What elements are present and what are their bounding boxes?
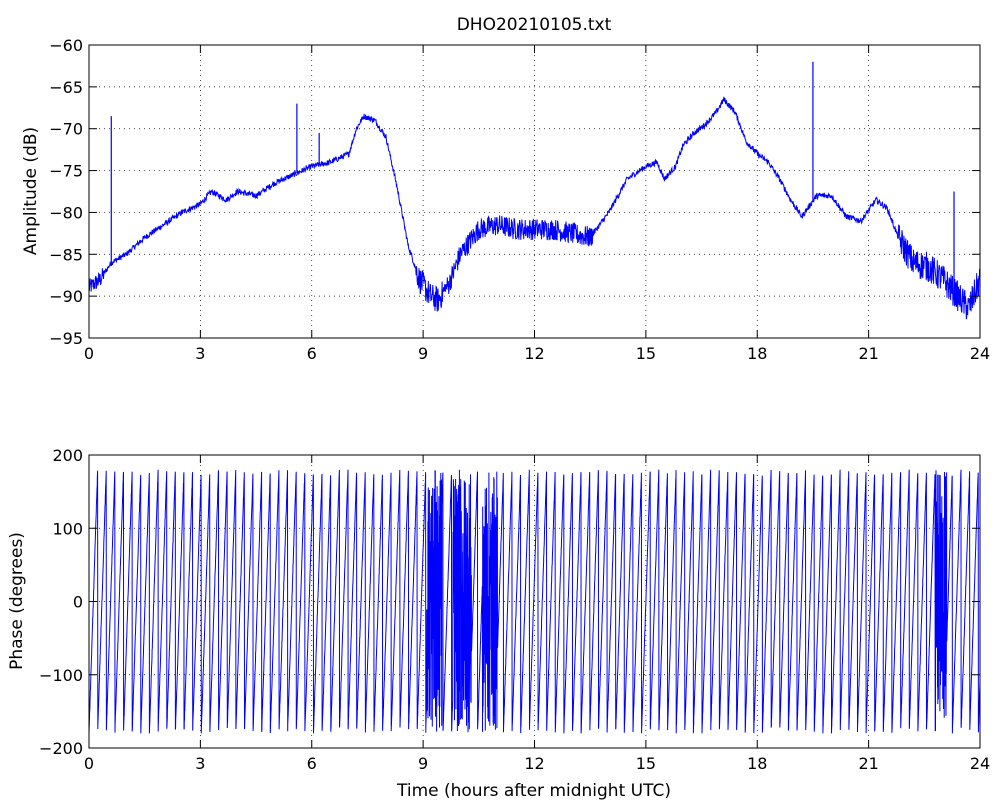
x-tick-label: 15 (636, 754, 656, 773)
y-tick-label: −95 (49, 329, 83, 348)
amplitude-plot-area (89, 45, 980, 338)
x-tick-label: 9 (418, 344, 428, 363)
y-tick-label: −60 (49, 36, 83, 55)
phase-ylabel: Phase (degrees) (7, 532, 27, 670)
phase-xlabel: Time (hours after midnight UTC) (396, 781, 671, 801)
x-tick-label: 21 (858, 754, 878, 773)
y-tick-label: −70 (49, 120, 83, 139)
y-tick-label: −75 (49, 162, 83, 181)
amplitude-grid (89, 45, 980, 338)
y-tick-label: −90 (49, 287, 83, 306)
x-tick-label: 0 (84, 344, 94, 363)
y-tick-label: 0 (73, 593, 83, 612)
phase-grid (89, 455, 980, 748)
x-tick-label: 12 (524, 344, 544, 363)
phase-series-line (88, 469, 981, 734)
x-tick-label: 6 (307, 344, 317, 363)
amplitude-series-line (88, 96, 981, 320)
x-tick-label: 3 (195, 754, 205, 773)
x-tick-label: 24 (970, 344, 990, 363)
amplitude-ylabel: Amplitude (dB) (21, 127, 41, 255)
x-tick-label: 18 (747, 344, 767, 363)
x-tick-label: 3 (195, 344, 205, 363)
y-tick-label: −100 (39, 666, 83, 685)
amplitude-plot: 0 3 6 9 12 15 18 21 24 −60 −65 −70 −75 −80 −85 −90 −95 D… (21, 15, 990, 363)
amplitude-ticks: 0 3 6 9 12 15 18 21 24 −60 −65 −70 −75 −80 −85 −90 −95 (49, 36, 990, 363)
y-tick-label: −65 (49, 78, 83, 97)
y-tick-label: 200 (52, 446, 83, 465)
y-tick-label: 100 (52, 519, 83, 538)
amplitude-title: DHO20210105.txt (457, 15, 612, 35)
x-tick-label: 15 (636, 344, 656, 363)
y-tick-label: −80 (49, 203, 83, 222)
x-tick-label: 6 (307, 754, 317, 773)
x-tick-label: 24 (970, 754, 990, 773)
x-tick-label: 0 (84, 754, 94, 773)
amplitude-spikes (110, 61, 955, 292)
phase-ticks: 0 3 6 9 12 15 18 21 24 200 100 0 −100 −200 (39, 446, 990, 773)
x-tick-label: 9 (418, 754, 428, 773)
y-tick-label: −85 (49, 245, 83, 264)
x-tick-label: 18 (747, 754, 767, 773)
x-tick-label: 12 (524, 754, 544, 773)
y-tick-label: −200 (39, 739, 83, 758)
phase-plot: 0 3 6 9 12 15 18 21 24 200 100 0 −100 −200 Time (hour… (7, 446, 990, 801)
x-tick-label: 21 (858, 344, 878, 363)
